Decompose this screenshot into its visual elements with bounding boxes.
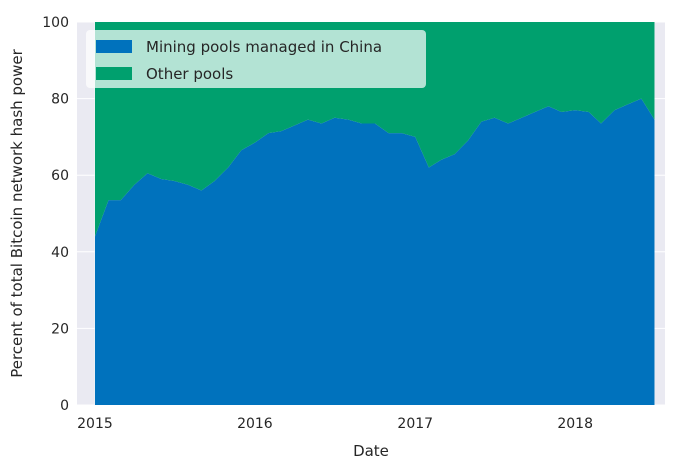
x-tick-label: 2017	[397, 416, 433, 432]
y-tick-label: 100	[42, 15, 69, 31]
legend-swatch-china	[96, 40, 132, 53]
y-tick-label: 40	[51, 245, 69, 261]
legend-label-china: Mining pools managed in China	[146, 38, 382, 56]
x-tick-label: 2015	[77, 416, 113, 432]
area-series-china	[94, 98, 655, 405]
y-tick-label: 60	[51, 168, 69, 184]
y-tick-labels: 0 20 40 60 80 100	[42, 15, 69, 414]
legend-swatch-other	[96, 67, 132, 80]
x-tick-label: 2018	[557, 416, 593, 432]
y-tick-label: 20	[51, 321, 69, 337]
legend: Mining pools managed in China Other pool…	[86, 30, 426, 88]
legend-box	[86, 30, 426, 88]
y-tick-label: 80	[51, 92, 69, 108]
x-tick-labels: 2015 2016 2017 2018	[77, 416, 593, 432]
y-tick-label: 0	[60, 398, 69, 414]
legend-label-other: Other pools	[146, 65, 233, 83]
x-axis-label: Date	[353, 442, 389, 460]
x-tick-label: 2016	[237, 416, 273, 432]
y-axis-label: Percent of total Bitcoin network hash po…	[8, 48, 26, 377]
